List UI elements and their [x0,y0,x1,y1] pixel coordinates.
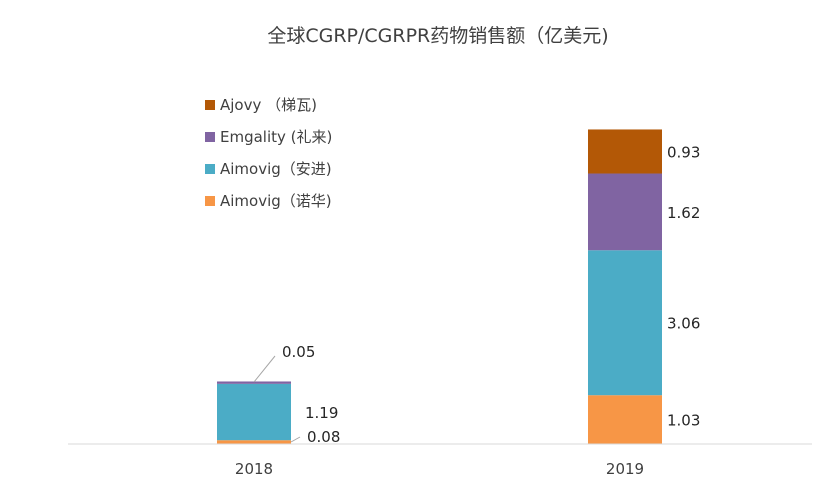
data-label-2018-aimovig: 1.19 [305,404,338,422]
legend-label-aimovig: Aimovig（安进) [220,160,332,178]
legend-swatch-aimovig [205,196,215,206]
data-label-2019-emgality: 1.62 [667,204,700,222]
legend-label-ajovy: Ajovy （梯瓦) [220,96,317,114]
bar-2019-aimovig [588,395,662,444]
x-tick-group: 2018 2019 [235,460,644,478]
bar-2018-emgality [217,381,291,384]
bar-2018-aimovig [217,383,291,441]
data-label-2019-aimovig: 3.06 [667,315,700,333]
bar-2019-aimovig [588,250,662,396]
x-tick-2019: 2019 [606,460,644,478]
data-label-2019-ajovy: 0.93 [667,143,700,161]
leader-line-2018-aimovig [290,436,301,443]
x-tick-2018: 2018 [235,460,273,478]
data-label-2019-aimovig: 1.03 [667,412,700,430]
legend: Ajovy （梯瓦) Emgality (礼来) Aimovig（安进) Aimovi… [205,96,332,210]
bar-2018-aimovig [217,440,291,444]
legend-swatch-emgality [205,132,215,142]
data-label-2018-emgality: 0.05 [282,343,315,361]
legend-swatch-ajovy [205,100,215,110]
data-label-2018-aimovig: 0.08 [307,428,340,446]
bar-group [217,129,662,444]
legend-label-aimovig: Aimovig（诺华) [220,192,332,210]
chart-title: 全球CGRP/CGRPR药物销售额（亿美元) [267,25,608,47]
data-label-group: 0.08 1.19 0.05 1.03 3.06 1.62 0.93 [253,143,700,446]
bar-2019-ajovy [588,129,662,174]
leader-line-2018-emgality [253,355,276,383]
legend-swatch-aimovig [205,164,215,174]
legend-label-emgality: Emgality (礼来) [220,128,332,146]
bar-2019-emgality [588,173,662,251]
